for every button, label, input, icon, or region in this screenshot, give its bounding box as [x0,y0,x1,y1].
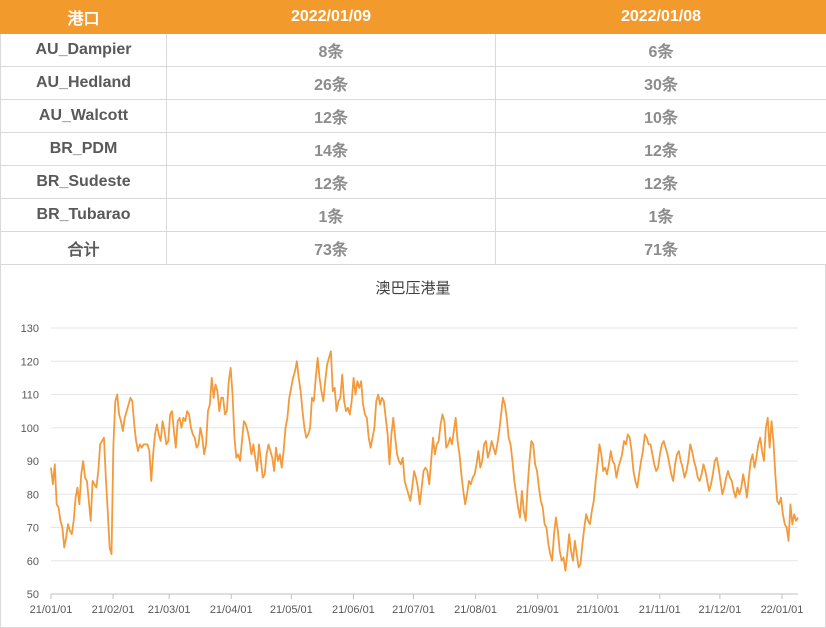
x-tick-label: 21/11/01 [639,604,681,616]
x-tick-label: 21/09/01 [516,604,559,616]
table-row: BR_PDM 14条 12条 [0,132,826,166]
x-tick-label: 21/04/01 [210,604,253,616]
total-date-2: 71条 [495,231,826,265]
y-tick-label: 90 [27,456,39,468]
header-date-1: 2022/01/09 [166,0,496,34]
y-tick-label: 50 [27,589,39,601]
count-date-2: 6条 [495,33,826,67]
x-tick-label: 21/10/01 [576,604,619,616]
chart-panel: 澳巴压港量 50 60 70 80 90 100 110 120 130 21/01/01 21/… [0,265,826,628]
y-tick-label: 120 [21,356,39,368]
table-row: BR_Sudeste 12条 12条 [0,165,826,199]
x-tick-label: 21/02/01 [92,604,135,616]
y-tick-label: 60 [27,556,39,568]
x-tick-label: 21/08/01 [454,604,497,616]
header-date-2: 2022/01/08 [495,0,826,34]
y-tick-label: 110 [21,390,39,402]
count-date-2: 10条 [495,99,826,133]
chart-title: 澳巴压港量 [375,280,450,297]
count-date-1: 14条 [166,132,496,166]
x-tick-label: 21/05/01 [270,604,313,616]
y-tick-label: 130 [21,323,39,335]
x-tick-label: 21/07/01 [392,604,435,616]
y-axis: 50 60 70 80 90 100 110 120 130 [21,323,39,601]
y-tick-label: 70 [27,523,39,535]
count-date-1: 26条 [166,66,496,100]
total-label: 合计 [0,231,167,265]
port-queue-table: 港口 2022/01/09 2022/01/08 AU_Dampier 8条 6… [0,0,826,265]
port-name: BR_Tubarao [0,198,167,232]
table-header-row: 港口 2022/01/09 2022/01/08 [0,0,826,34]
port-name: AU_Dampier [0,33,167,67]
table-row: AU_Hedland 26条 30条 [0,66,826,100]
table-row: AU_Walcott 12条 10条 [0,99,826,133]
table-row-total: 合计 73条 71条 [0,231,826,265]
x-tick-label: 21/12/01 [698,604,741,616]
count-date-2: 12条 [495,132,826,166]
port-name: BR_Sudeste [0,165,167,199]
x-tick-label: 22/01/01 [761,604,804,616]
grid-lines [51,327,798,562]
x-axis: 21/01/01 21/02/01 21/03/01 21/04/01 21/05/01… [30,593,804,616]
x-tick-label: 21/03/01 [148,604,191,616]
count-date-2: 12条 [495,165,826,199]
table-row: BR_Tubarao 1条 1条 [0,198,826,232]
port-name: BR_PDM [0,132,167,166]
port-name: AU_Hedland [0,66,167,100]
count-date-1: 1条 [166,198,496,232]
count-date-2: 1条 [495,198,826,232]
x-tick-label: 21/01/01 [30,604,73,616]
x-tick-label: 21/06/01 [332,604,375,616]
header-port: 港口 [0,0,167,34]
count-date-1: 8条 [166,33,496,67]
port-name: AU_Walcott [0,99,167,133]
table-row: AU_Dampier 8条 6条 [0,33,826,67]
y-tick-label: 100 [21,423,39,435]
series-line [50,350,799,572]
y-tick-label: 80 [27,489,39,501]
count-date-2: 30条 [495,66,826,100]
count-date-1: 12条 [166,165,496,199]
total-date-1: 73条 [166,231,496,265]
count-date-1: 12条 [166,99,496,133]
